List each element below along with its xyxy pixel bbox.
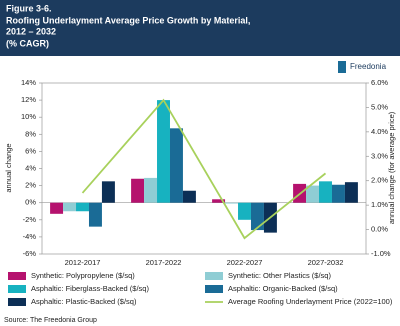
legend-label: Synthetic: Polypropylene ($/sq) (31, 271, 135, 280)
x-tick-label: 2017-2022 (146, 258, 182, 267)
logo-icon (338, 61, 346, 73)
bar (169, 128, 183, 203)
legend-label: Asphaltic: Organic-Backed ($/sq) (228, 284, 338, 293)
legend-label: Asphaltic: Fiberglass-Backed ($/sq) (31, 284, 149, 293)
y-tick-label: 0% (25, 198, 36, 207)
y-tick-label: 4% (25, 163, 36, 172)
y2-tick-label: 2.0% (371, 176, 388, 185)
x-tick-label: 2027-2032 (308, 258, 344, 267)
bar (131, 178, 145, 203)
legend-swatch (205, 285, 223, 293)
x-tick-label: 2012-2017 (65, 258, 101, 267)
bar (88, 202, 102, 227)
chart-subtitle: (% CAGR) (6, 38, 49, 48)
bar (250, 202, 264, 231)
bar (101, 181, 115, 203)
y2-tick-label: 5.0% (371, 102, 388, 111)
bar (319, 181, 332, 203)
y-tick-label: -4% (23, 232, 37, 241)
chart-title: Roofing Underlayment Average Price Growt… (6, 15, 250, 25)
bar (306, 185, 320, 203)
legend-swatch (8, 272, 26, 280)
source-note: Source: The Freedonia Group (4, 317, 97, 324)
bar (344, 182, 358, 203)
y2-tick-label: 1.0% (371, 200, 388, 209)
x-tick-label: 2022-2027 (227, 258, 263, 267)
y2-tick-label: 0.0% (371, 225, 388, 234)
bar (157, 100, 170, 203)
bar (331, 184, 345, 203)
bar (182, 190, 196, 203)
y-tick-label: 14% (21, 78, 36, 87)
legend-label: Synthetic: Other Plastics ($/sq) (228, 271, 331, 280)
legend-swatch (205, 272, 223, 280)
chart-title: 2012 – 2032 (6, 26, 56, 36)
bar (212, 199, 226, 203)
y2-tick-label: 3.0% (371, 151, 388, 160)
y2-tick-label: 4.0% (371, 127, 388, 136)
y-tick-label: -2% (23, 215, 37, 224)
legend-label: Average Roofing Underlayment Price (2022… (228, 297, 393, 306)
line (81, 98, 327, 240)
y-tick-label: 6% (25, 146, 36, 155)
bar (76, 202, 89, 212)
y-tick-label: 2% (25, 181, 36, 190)
legend-swatch (8, 298, 26, 306)
y-tick-label: -6% (23, 249, 37, 258)
y-tick-label: 12% (21, 95, 36, 104)
y2-tick-label: -1.0% (371, 249, 391, 258)
y2-tick-label: 6.0% (371, 78, 388, 87)
figure-label: Figure 3-6. (6, 3, 52, 13)
bar (63, 202, 77, 212)
y-tick-label: 8% (25, 129, 36, 138)
legend-swatch (8, 285, 26, 293)
y-tick-label: 10% (21, 112, 36, 121)
y-axis-label: annual change (4, 143, 13, 192)
bar (144, 177, 158, 203)
legend-label: Asphaltic: Plastic-Backed ($/sq) (31, 297, 137, 306)
y2-axis-label: annual change (for average price) (387, 111, 396, 224)
brand-logo: Freedonia (350, 62, 387, 71)
bar (225, 202, 239, 204)
header-band (0, 0, 400, 56)
bar (238, 202, 251, 220)
bar (50, 202, 64, 214)
